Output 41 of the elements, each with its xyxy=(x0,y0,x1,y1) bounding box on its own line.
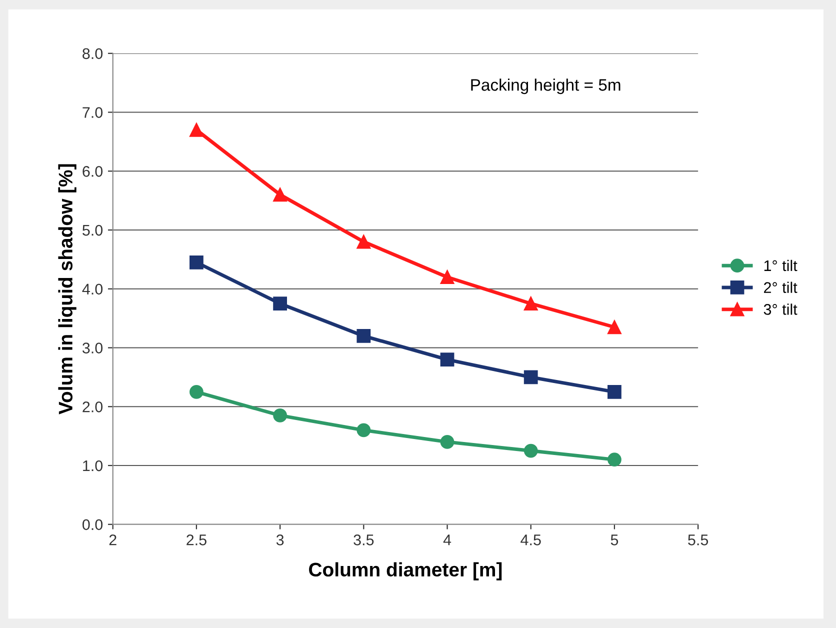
x-tick-label: 2 xyxy=(109,534,116,546)
point xyxy=(440,270,454,284)
point xyxy=(190,255,204,270)
x-tick-label: 3 xyxy=(276,534,284,546)
annotation: Packing height = 5m xyxy=(471,78,620,94)
point xyxy=(273,296,288,311)
y-tick-label: 7.0 xyxy=(82,107,103,118)
y-tick-label: 3.0 xyxy=(82,342,103,354)
legend-label: 3° tilt xyxy=(764,304,798,315)
x-tick-label: 4.5 xyxy=(520,534,541,546)
point xyxy=(608,452,622,467)
x-tick-label: 5 xyxy=(610,534,618,546)
legend-label: 2° tilt xyxy=(764,282,798,293)
y-tick-label: 5.0 xyxy=(82,224,103,236)
y-tick-label: 2.0 xyxy=(82,402,103,412)
x-tick-label: 5.5 xyxy=(688,534,708,546)
point xyxy=(190,384,204,399)
point xyxy=(356,423,371,438)
x-tick-label: 4 xyxy=(443,534,452,546)
point xyxy=(273,408,288,422)
point xyxy=(608,320,622,334)
x-axis-title: Column diameter [m] xyxy=(309,562,502,580)
legend-label: 1° tilt xyxy=(764,260,798,272)
point xyxy=(273,188,288,202)
point xyxy=(440,352,454,366)
point xyxy=(608,384,622,399)
point xyxy=(356,234,371,249)
y-tick-label: 6.0 xyxy=(82,166,103,177)
point xyxy=(440,435,454,449)
y-tick-label: 1.0 xyxy=(83,460,103,472)
y-axis-title: Volum in liquid shadow [%] xyxy=(58,164,76,414)
y-tick-label: 8.0 xyxy=(82,48,103,60)
y-tick-label: 4.0 xyxy=(82,284,103,295)
x-tick-label: 3.5 xyxy=(354,534,374,546)
point xyxy=(524,296,538,311)
y-tick-label: 0.0 xyxy=(82,519,103,530)
point xyxy=(524,444,538,458)
x-tick-label: 2.5 xyxy=(186,534,206,546)
point xyxy=(190,122,204,137)
point xyxy=(524,370,538,384)
point xyxy=(356,329,371,343)
